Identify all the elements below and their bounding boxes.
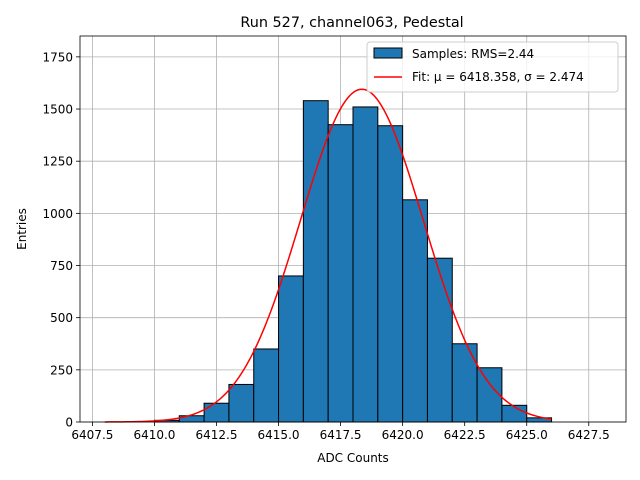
histogram-bar bbox=[203, 402, 230, 423]
chart-title: Run 527, channel063, Pedestal bbox=[240, 15, 463, 31]
histogram-bar bbox=[327, 124, 354, 423]
y-tick-label: 1000 bbox=[42, 207, 73, 221]
x-tick-label: 6417.5 bbox=[320, 428, 362, 442]
x-axis-label: ADC Counts bbox=[317, 451, 389, 465]
y-tick-label: 1500 bbox=[42, 103, 73, 117]
y-axis-label: Entries bbox=[15, 208, 29, 250]
legend-box bbox=[366, 41, 619, 93]
x-tick-label: 6427.5 bbox=[568, 428, 610, 442]
y-axis-ticks: 0 250 500 750 1000 1250 1500 1750 bbox=[42, 50, 80, 430]
legend-histogram-patch bbox=[373, 47, 403, 59]
histogram-bar bbox=[451, 343, 478, 423]
x-tick-label: 6422.5 bbox=[444, 428, 486, 442]
histogram-bar bbox=[302, 100, 329, 423]
histogram-bar bbox=[476, 367, 503, 423]
x-tick-label: 6412.5 bbox=[196, 428, 238, 442]
legend-histogram-label: Samples: RMS=2.44 bbox=[412, 47, 534, 61]
y-tick-label: 750 bbox=[50, 259, 73, 273]
x-tick-label: 6410.0 bbox=[133, 428, 175, 442]
histogram-bar bbox=[426, 257, 453, 423]
x-tick-label: 6420.0 bbox=[382, 428, 424, 442]
x-tick-label: 6407.5 bbox=[71, 428, 113, 442]
x-tick-label: 6415.0 bbox=[258, 428, 300, 442]
histogram-bar bbox=[352, 106, 379, 423]
legend-fit-label: Fit: μ = 6418.358, σ = 2.474 bbox=[412, 70, 584, 84]
histogram-bars bbox=[153, 100, 553, 423]
y-tick-label: 1750 bbox=[42, 50, 73, 64]
axes-frame bbox=[79, 35, 627, 423]
histogram-bar bbox=[278, 275, 304, 423]
x-axis-ticks: 6407.5 6410.0 6412.5 6415.0 6417.5 6420.0 6422… bbox=[71, 422, 610, 442]
y-tick-label: 1250 bbox=[42, 155, 73, 169]
histogram-bar bbox=[402, 199, 428, 423]
y-tick-label: 500 bbox=[50, 311, 73, 325]
legend: Samples: RMS=2.44 Fit: μ = 6418.358, σ =… bbox=[366, 41, 619, 93]
histogram-bar bbox=[253, 348, 280, 423]
y-tick-label: 250 bbox=[50, 363, 73, 377]
x-tick-label: 6425.0 bbox=[506, 428, 548, 442]
histogram-bar bbox=[377, 125, 404, 423]
plot-area: 6407.5 6410.0 6412.5 6415.0 6417.5 6420.0 6422… bbox=[42, 35, 627, 442]
fit-curve bbox=[104, 88, 552, 423]
histogram-bar bbox=[228, 383, 255, 423]
y-tick-label: 0 bbox=[65, 416, 73, 430]
histogram-bar bbox=[501, 404, 528, 423]
